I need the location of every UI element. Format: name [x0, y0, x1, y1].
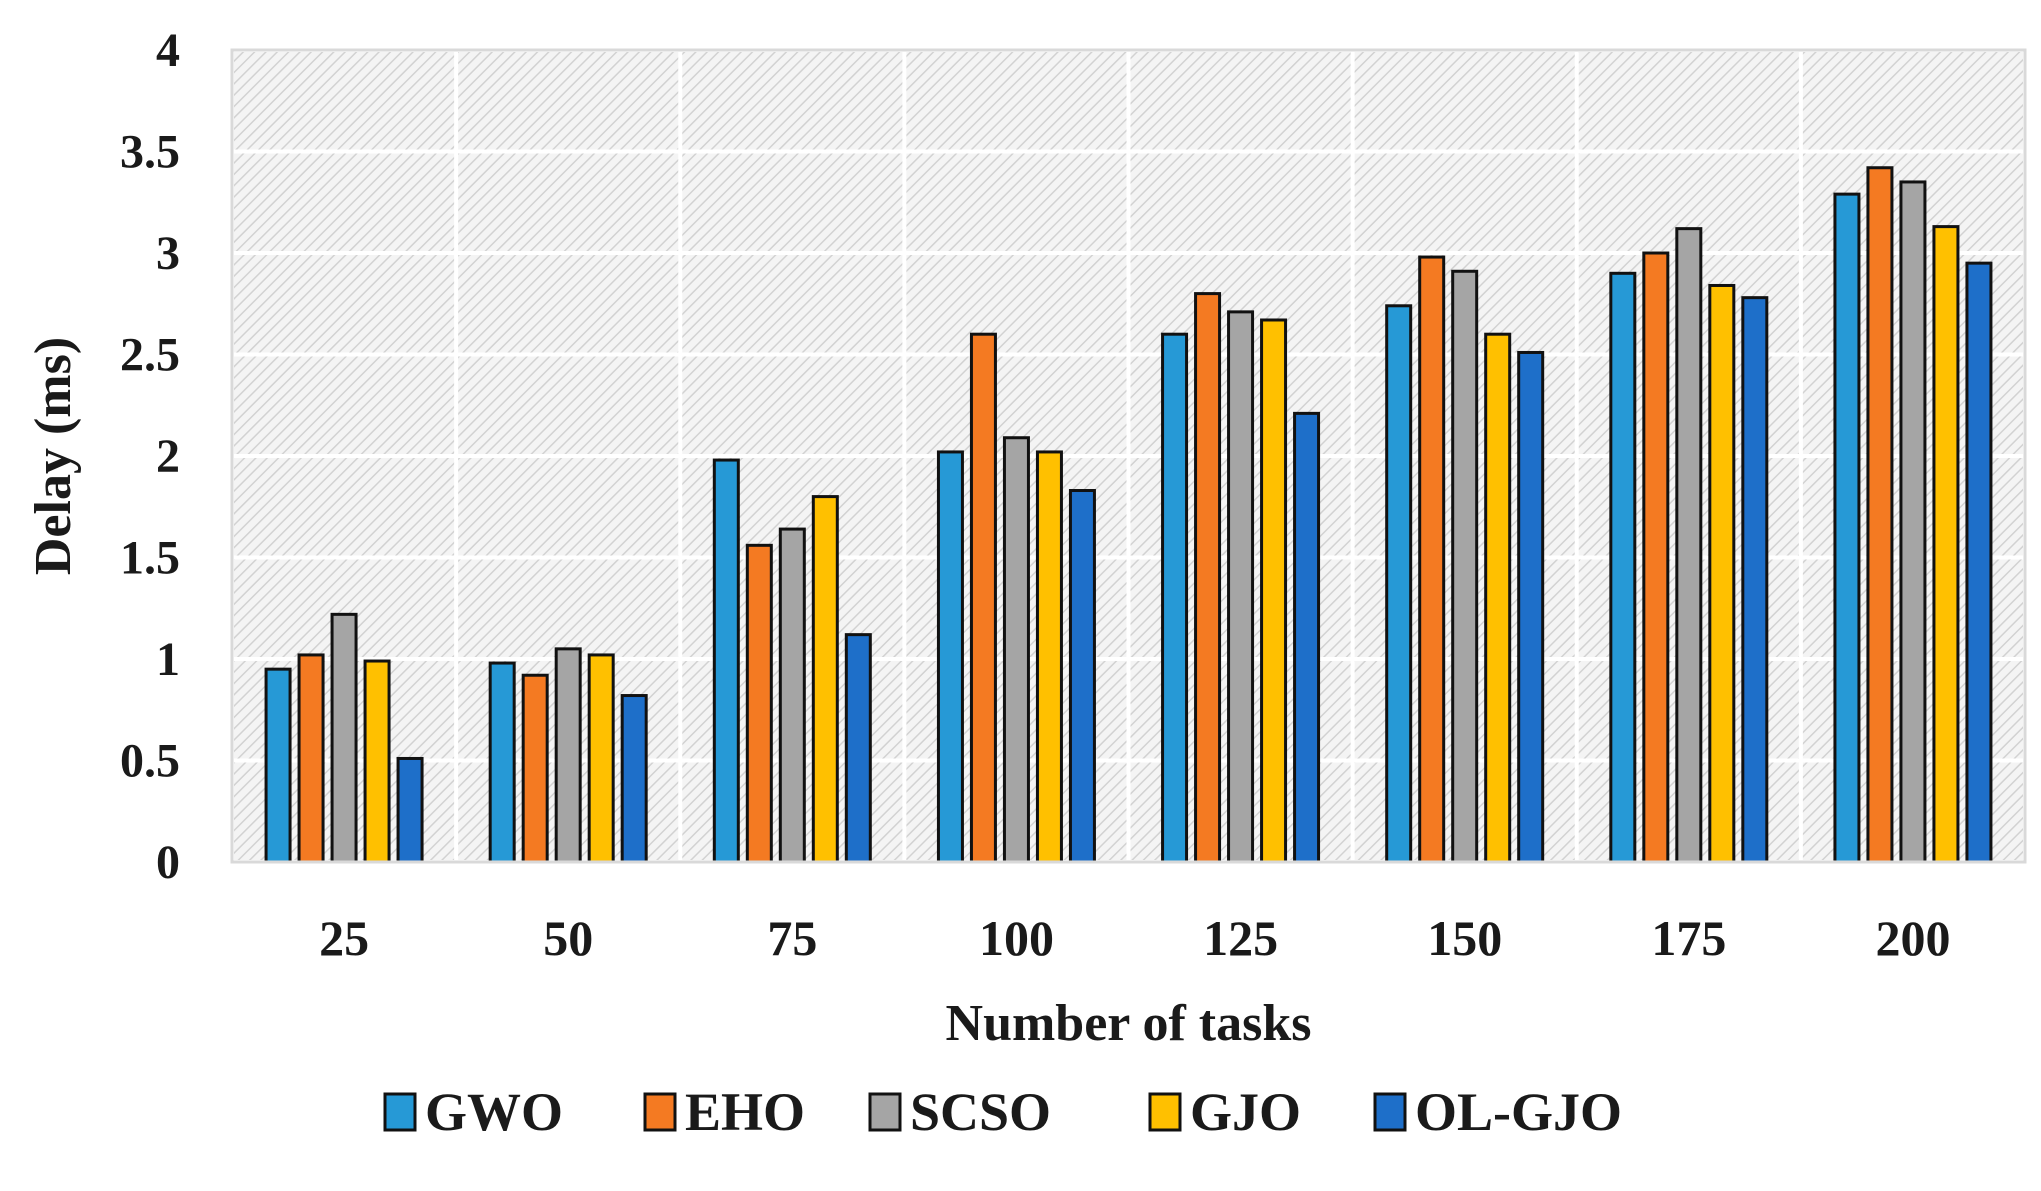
- bar-ol-gjo-75: [844, 633, 872, 864]
- legend-label-scso: SCSO: [910, 1082, 1051, 1142]
- bar-gwo-50: [488, 661, 516, 864]
- x-tick-label: 125: [1203, 910, 1278, 966]
- bar-gjo-100: [1035, 450, 1063, 864]
- bar-ol-gjo-175: [1741, 296, 1769, 864]
- bar-scso-50: [554, 647, 582, 864]
- bar-scso-175: [1675, 227, 1703, 864]
- x-tick-label: 200: [1875, 910, 1950, 966]
- axes: 0 0.5 1 1.5 2 2.5 3 3.5 4 25 50 75 100 125 150 175 200: [120, 24, 2025, 966]
- bar-gwo-75: [712, 458, 740, 864]
- gridlines: [230, 48, 2027, 864]
- bar-scso-150: [1451, 269, 1479, 864]
- bar-ol-gjo-125: [1293, 411, 1321, 864]
- bar-eho-125: [1194, 292, 1222, 864]
- bar-scso-125: [1227, 310, 1255, 864]
- bar-gwo-25: [264, 667, 292, 864]
- y-tick-label: 4: [156, 24, 180, 77]
- bar-ol-gjo-50: [620, 694, 648, 864]
- bar-scso-100: [1002, 436, 1030, 864]
- bar-gjo-25: [363, 659, 391, 864]
- bar-scso-200: [1899, 180, 1927, 864]
- x-tick-label: 75: [767, 910, 817, 966]
- x-axis-title: Number of tasks: [946, 995, 1312, 1052]
- legend: GWO EHO SCSO GJO OL-GJO: [383, 1082, 1622, 1142]
- bar-eho-200: [1866, 166, 1894, 864]
- bar-ol-gjo-25: [396, 756, 424, 864]
- bar-eho-175: [1642, 251, 1670, 864]
- bar-eho-50: [521, 673, 549, 864]
- y-tick-label: 2.5: [120, 329, 180, 382]
- bar-gwo-125: [1161, 332, 1189, 864]
- bar-ol-gjo-100: [1068, 489, 1096, 864]
- bar-eho-25: [297, 653, 325, 864]
- y-tick-label: 1.5: [120, 532, 180, 585]
- x-tick-label: 100: [979, 910, 1054, 966]
- bar-scso-25: [330, 612, 358, 864]
- bars: [264, 166, 1993, 864]
- legend-label-ol-gjo: OL-GJO: [1415, 1082, 1622, 1142]
- bar-eho-100: [969, 332, 997, 864]
- bar-ol-gjo-150: [1517, 350, 1545, 864]
- bar-gjo-200: [1932, 225, 1960, 864]
- y-axis-title: Delay (ms): [25, 337, 82, 575]
- x-tick-label: 150: [1427, 910, 1502, 966]
- bar-gwo-200: [1833, 192, 1861, 864]
- x-tick-label: 50: [543, 910, 593, 966]
- bar-gjo-150: [1484, 332, 1512, 864]
- bar-gwo-150: [1385, 304, 1413, 864]
- x-tick-label: 175: [1651, 910, 1726, 966]
- legend-swatch-eho: [643, 1092, 677, 1132]
- legend-swatch-gwo: [383, 1092, 417, 1132]
- legend-label-gjo: GJO: [1190, 1082, 1301, 1142]
- legend-swatch-ol-gjo: [1373, 1092, 1407, 1132]
- legend-label-eho: EHO: [685, 1082, 805, 1142]
- bar-eho-150: [1418, 255, 1446, 864]
- y-tick-label: 0.5: [120, 735, 180, 788]
- bar-gwo-175: [1609, 271, 1637, 864]
- bar-eho-75: [745, 543, 773, 864]
- legend-label-gwo: GWO: [425, 1082, 563, 1142]
- y-tick-label: 3: [156, 227, 180, 280]
- bar-gwo-100: [936, 450, 964, 864]
- y-tick-label: 2: [156, 430, 180, 483]
- x-tick-label: 25: [319, 910, 369, 966]
- legend-swatch-gjo: [1148, 1092, 1182, 1132]
- bar-scso-75: [778, 527, 806, 864]
- y-tick-label: 1: [156, 633, 180, 686]
- legend-swatch-scso: [868, 1092, 902, 1132]
- bar-gjo-50: [587, 653, 615, 864]
- y-tick-label: 3.5: [120, 126, 180, 179]
- y-tick-label: 0: [156, 836, 180, 889]
- bar-gjo-175: [1708, 283, 1736, 864]
- bar-ol-gjo-200: [1965, 261, 1993, 864]
- bar-gjo-125: [1260, 318, 1288, 864]
- bar-gjo-75: [811, 495, 839, 864]
